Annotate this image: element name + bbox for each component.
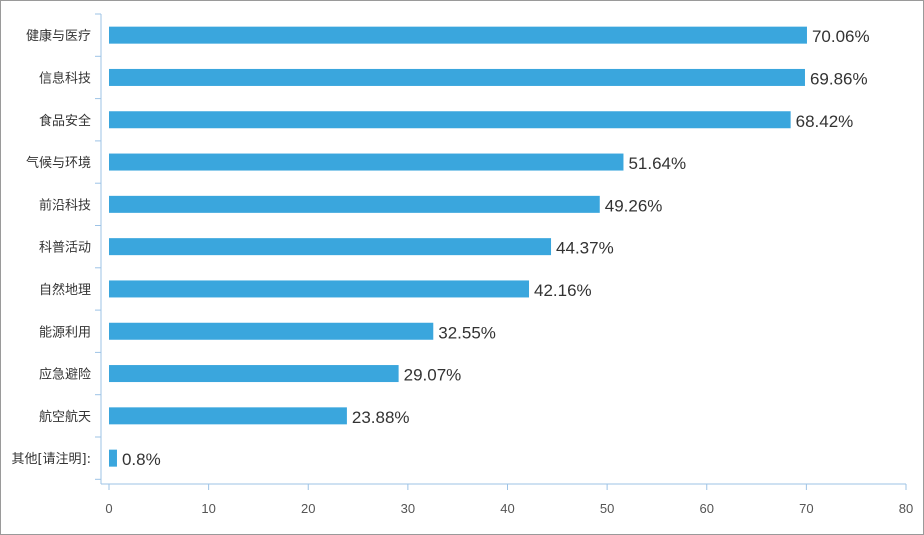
category-label: 应急避险 bbox=[39, 367, 91, 383]
category-label: 气候与环境 bbox=[26, 155, 91, 171]
x-tick-label: 40 bbox=[500, 501, 514, 516]
data-label: 42.16% bbox=[534, 281, 592, 300]
labels-layer: 0 10 20 30 40 50 60 70 80 健康与医疗 70.06% 信息科技 69.86% 食品… bbox=[11, 27, 913, 516]
bars-layer bbox=[109, 26, 807, 467]
bar bbox=[109, 153, 624, 171]
category-label: 能源利用 bbox=[39, 325, 91, 340]
category-label: 科普活动 bbox=[39, 241, 91, 256]
data-label: 29.07% bbox=[404, 366, 462, 385]
category-label: 前沿科技 bbox=[39, 197, 91, 213]
data-label: 49.26% bbox=[605, 196, 663, 215]
x-tick-label: 70 bbox=[799, 501, 813, 516]
bar bbox=[109, 195, 600, 213]
bar bbox=[109, 449, 117, 467]
bar bbox=[109, 238, 552, 256]
bar bbox=[109, 111, 791, 129]
data-label: 68.42% bbox=[796, 112, 854, 131]
data-label: 0.8% bbox=[122, 450, 161, 469]
data-label: 70.06% bbox=[812, 27, 870, 46]
data-label: 32.55% bbox=[438, 323, 496, 342]
bar bbox=[109, 26, 807, 44]
x-tick-label: 60 bbox=[700, 501, 714, 516]
category-label: 食品安全 bbox=[39, 113, 91, 129]
x-tick-label: 10 bbox=[201, 501, 215, 516]
category-label: 航空航天 bbox=[39, 409, 91, 425]
bar bbox=[109, 322, 434, 340]
data-label: 23.88% bbox=[352, 408, 410, 427]
bar bbox=[109, 407, 347, 425]
bar bbox=[109, 280, 530, 298]
x-tick-label: 30 bbox=[401, 501, 415, 516]
x-tick-label: 80 bbox=[899, 501, 913, 516]
category-label: 自然地理 bbox=[39, 282, 91, 298]
category-label: 健康与医疗 bbox=[26, 28, 91, 44]
bar bbox=[109, 68, 805, 86]
category-label: 其他[请注明]: bbox=[11, 452, 91, 467]
bar bbox=[109, 365, 399, 383]
category-label: 信息科技 bbox=[39, 70, 91, 86]
x-tick-label: 0 bbox=[105, 501, 112, 516]
data-label: 44.37% bbox=[556, 239, 614, 258]
data-label: 69.86% bbox=[810, 69, 868, 88]
axis-layer bbox=[95, 13, 907, 490]
x-tick-label: 20 bbox=[301, 501, 315, 516]
x-tick-label: 50 bbox=[600, 501, 614, 516]
data-label: 51.64% bbox=[628, 154, 686, 173]
